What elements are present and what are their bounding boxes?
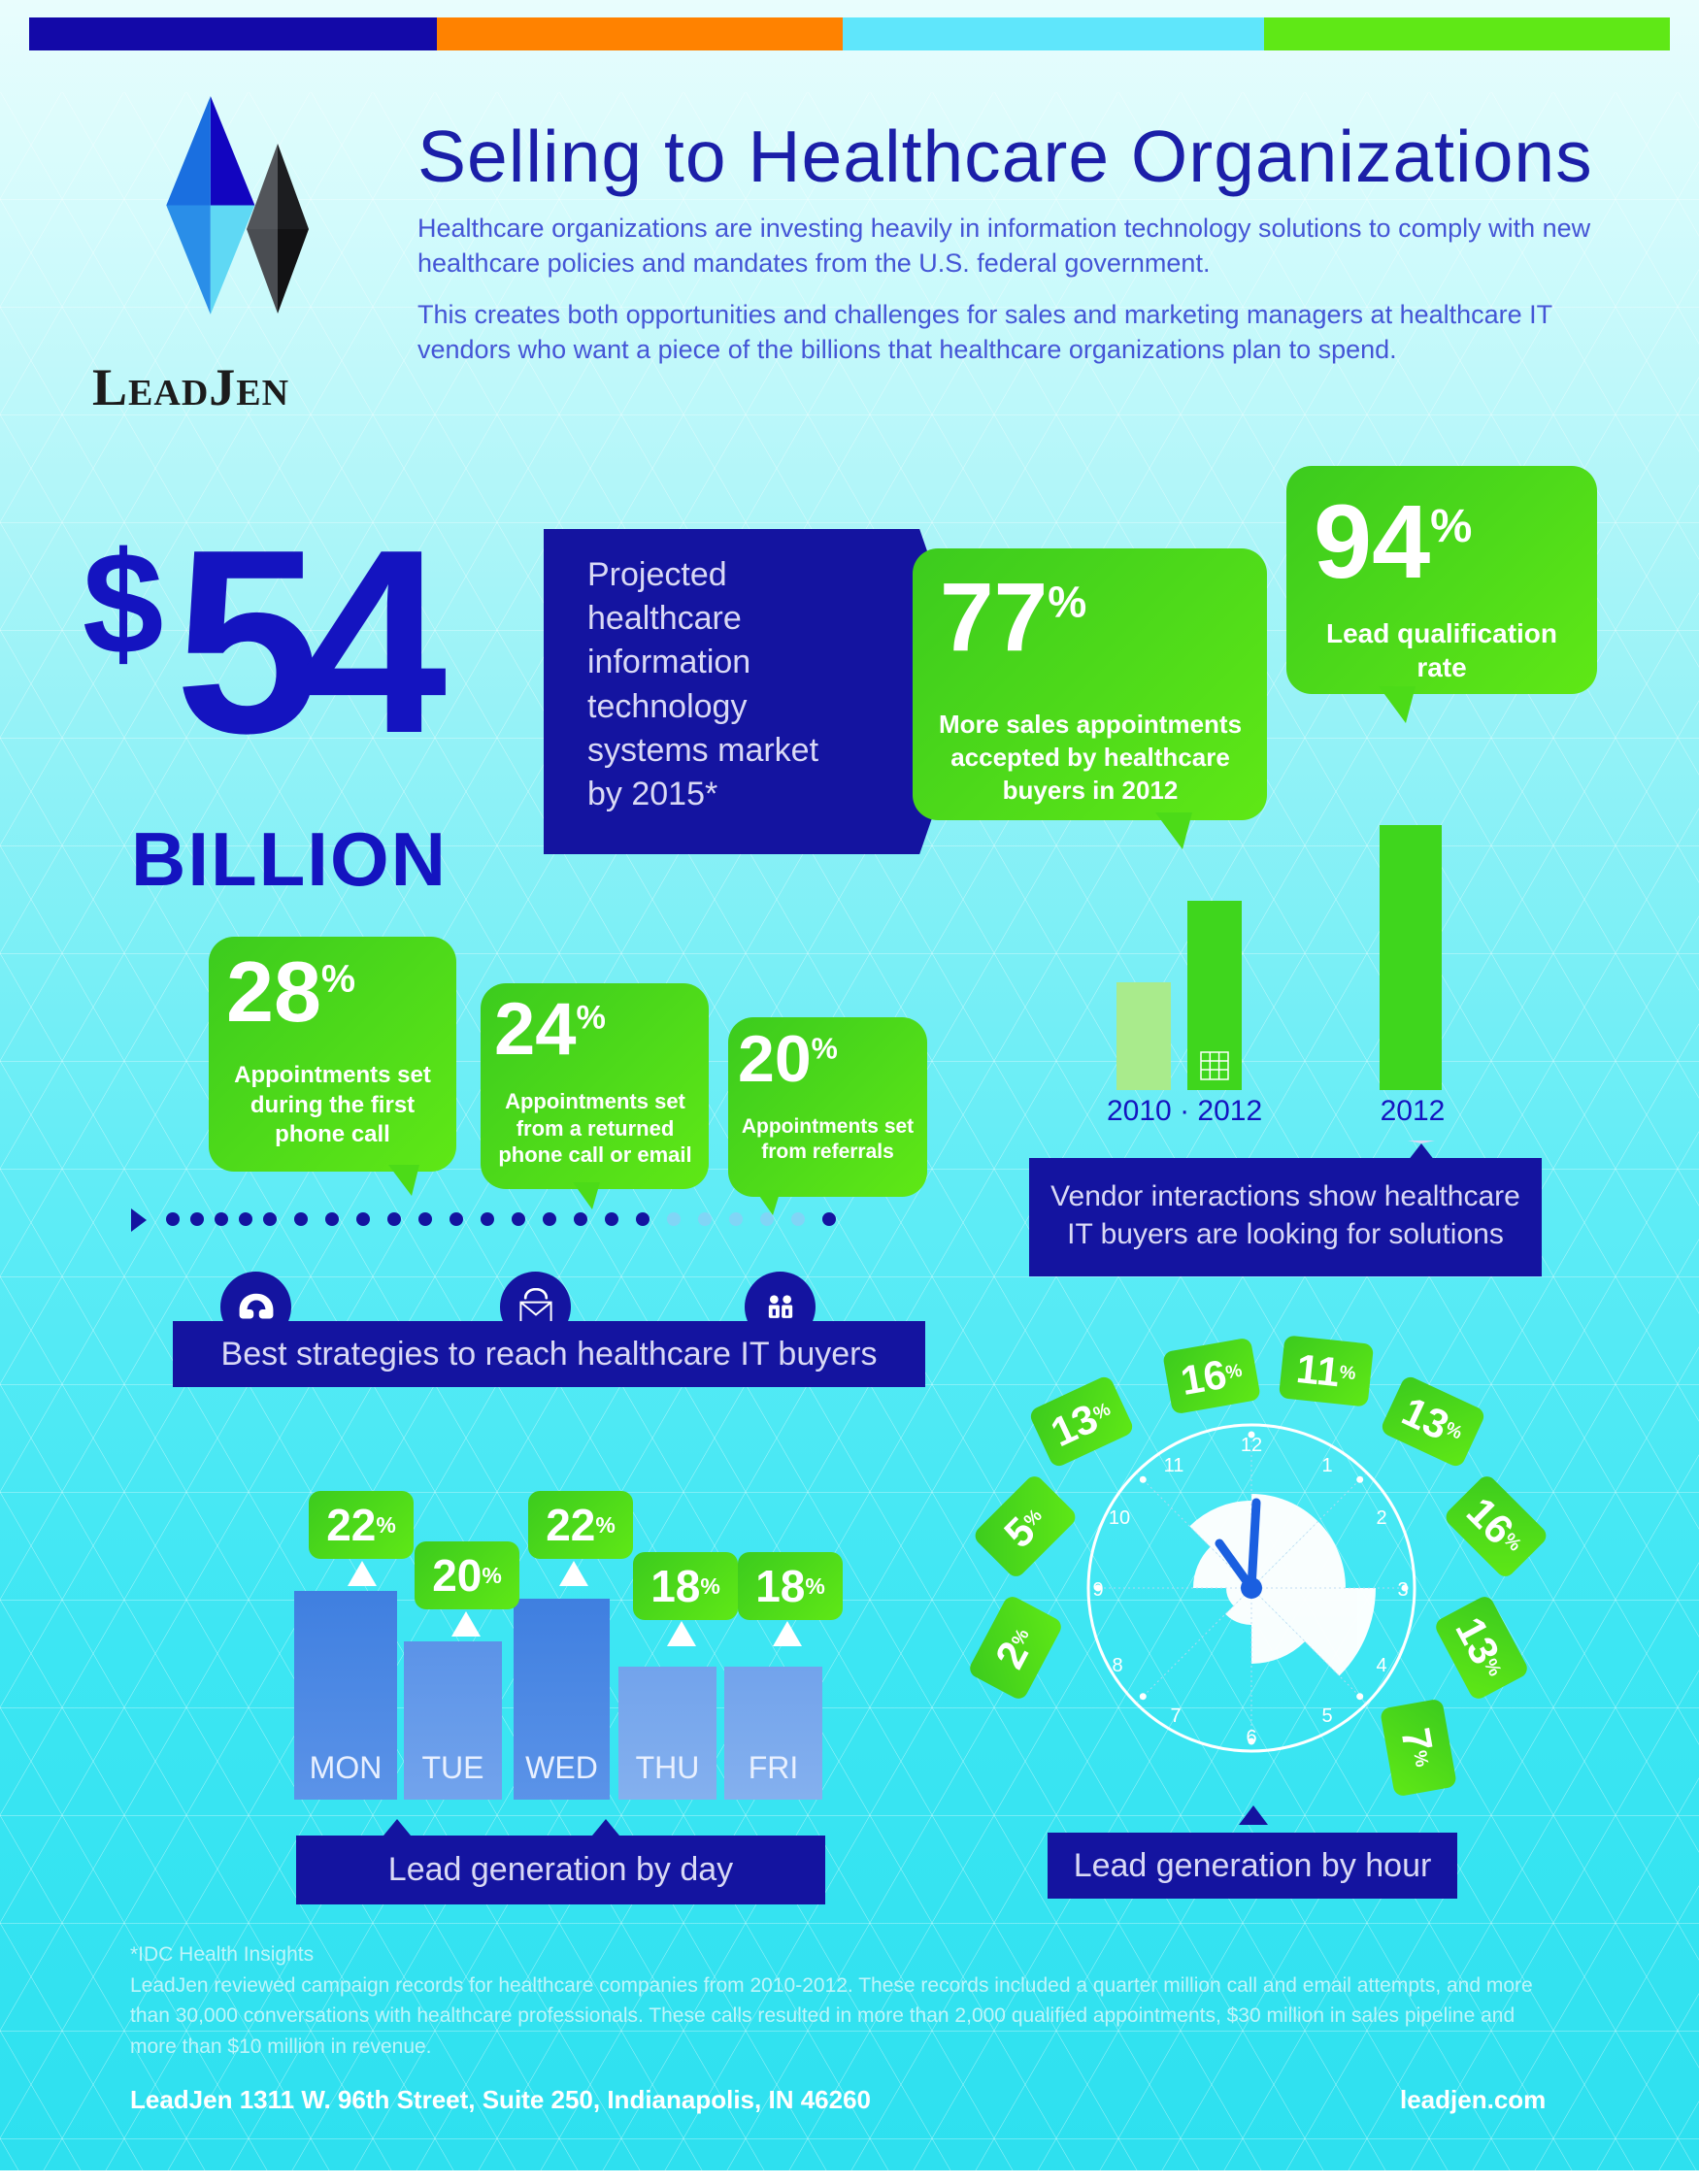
svg-text:8: 8 — [1112, 1655, 1122, 1676]
svg-text:7: 7 — [1170, 1705, 1181, 1727]
svg-text:2: 2 — [1376, 1507, 1386, 1529]
svg-text:11: 11 — [1164, 1455, 1184, 1476]
svg-text:5: 5 — [1321, 1705, 1332, 1727]
svg-text:6: 6 — [1246, 1727, 1256, 1748]
svg-text:4: 4 — [1376, 1655, 1386, 1676]
svg-text:1: 1 — [1321, 1455, 1332, 1476]
svg-text:10: 10 — [1109, 1507, 1130, 1529]
